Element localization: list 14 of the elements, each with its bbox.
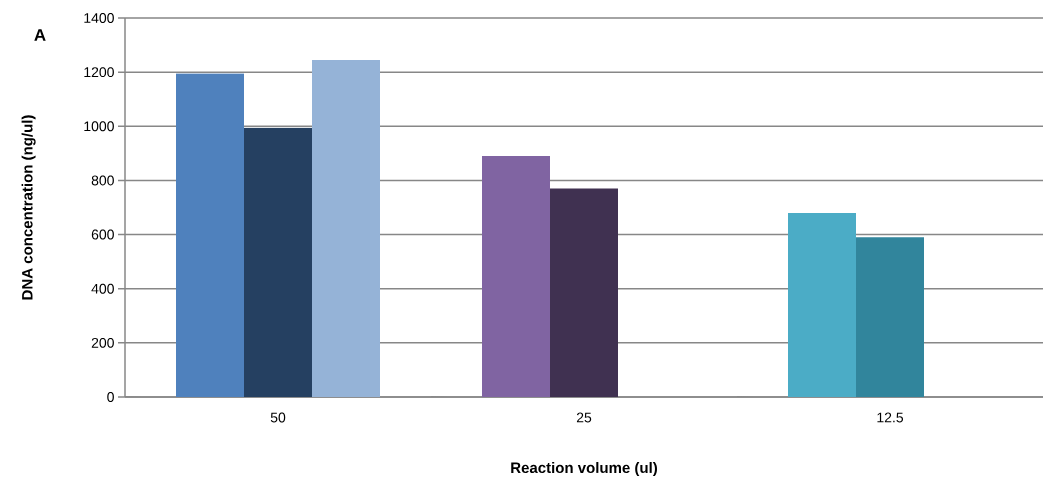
y-tick-label: 1000 xyxy=(84,121,114,132)
x-tick-label: 50 xyxy=(270,412,286,423)
y-tick-label: 400 xyxy=(91,283,114,294)
y-tick-label: 1200 xyxy=(84,67,114,78)
y-tick-label: 0 xyxy=(107,392,114,402)
x-tick-label: 25 xyxy=(576,412,592,423)
y-tick-label: 600 xyxy=(91,229,114,240)
y-tick-label: 800 xyxy=(91,175,114,186)
y-tick-label: 200 xyxy=(91,337,114,348)
y-axis-title: DNA concentration (ng/ul) xyxy=(21,115,36,300)
y-tick-label: 1400 xyxy=(84,13,114,23)
x-axis-title: Reaction volume (ul) xyxy=(511,462,658,476)
text: A xyxy=(34,29,46,41)
x-tick-label: 12.5 xyxy=(877,412,904,423)
